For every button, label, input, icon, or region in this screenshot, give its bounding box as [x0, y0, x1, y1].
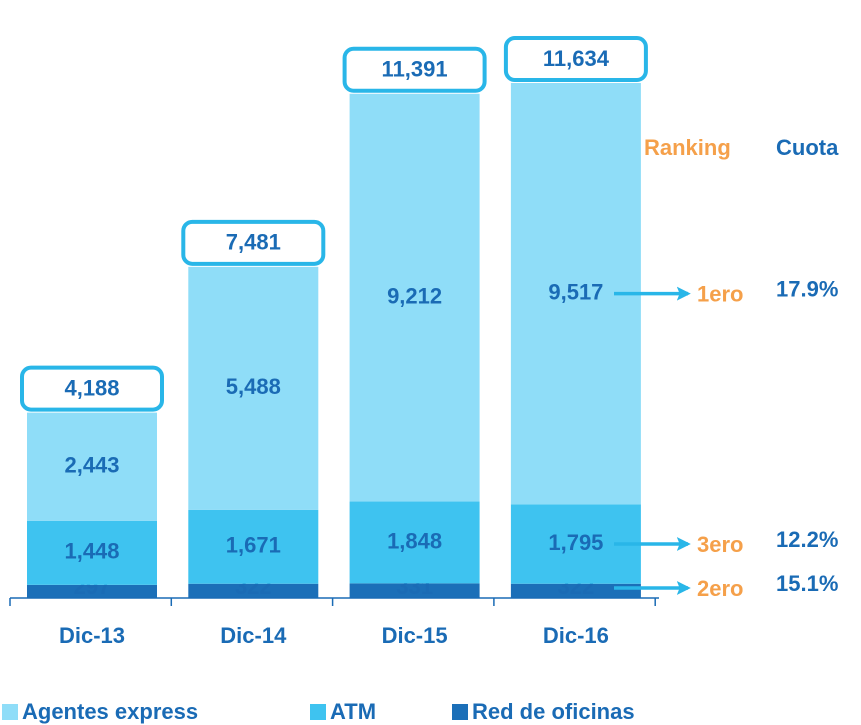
- legend-label: ATM: [330, 699, 376, 724]
- x-tick-label: Dic-16: [543, 623, 609, 648]
- total-label: 4,188: [64, 375, 119, 400]
- share-label: 17.9%: [776, 276, 838, 301]
- value-label: 1,448: [64, 539, 119, 564]
- value-label: 2,443: [64, 452, 119, 477]
- legend-label: Red de oficinas: [472, 699, 635, 724]
- bar-segment: [349, 93, 480, 502]
- legend-swatch: [310, 704, 326, 720]
- legend-swatch: [452, 704, 468, 720]
- x-tick-label: Dic-13: [59, 623, 125, 648]
- ranking-label: 1ero: [697, 281, 743, 306]
- value-label: 5,488: [226, 374, 281, 399]
- ranking-label: 2ero: [697, 576, 743, 601]
- total-box: [181, 219, 326, 266]
- share-label: 12.2%: [776, 527, 838, 552]
- share-header: Cuota: [776, 135, 839, 160]
- value-label: 1,795: [548, 530, 603, 555]
- total-label: 11,634: [543, 46, 610, 71]
- bar-segment: [27, 520, 157, 585]
- x-tick-label: Dic-15: [382, 623, 448, 648]
- bar-segment: [349, 501, 480, 584]
- value-label: 9,517: [548, 279, 603, 304]
- ranking-label: 3ero: [697, 532, 743, 557]
- bar-segment: [27, 412, 157, 521]
- bar-segment: [349, 583, 480, 598]
- total-box: [342, 46, 487, 93]
- value-label: 9,212: [387, 283, 442, 308]
- bar-segment: [510, 583, 641, 598]
- ranking-header: Ranking: [644, 135, 731, 160]
- total-box: [503, 36, 648, 82]
- total-label: 11,391: [382, 57, 448, 82]
- bar-segment: [27, 584, 157, 598]
- value-label: 1,848: [387, 528, 442, 553]
- total-box: [20, 365, 164, 412]
- value-label: 1,671: [226, 533, 281, 558]
- bar-segment: [188, 509, 319, 584]
- x-tick-label: Dic-14: [220, 623, 287, 648]
- legend-label: Agentes express: [22, 699, 198, 724]
- bar-segment: [188, 583, 319, 598]
- legend-swatch: [2, 704, 18, 720]
- total-label: 7,481: [226, 230, 281, 255]
- bar-segment: [188, 266, 319, 510]
- share-label: 15.1%: [776, 571, 838, 596]
